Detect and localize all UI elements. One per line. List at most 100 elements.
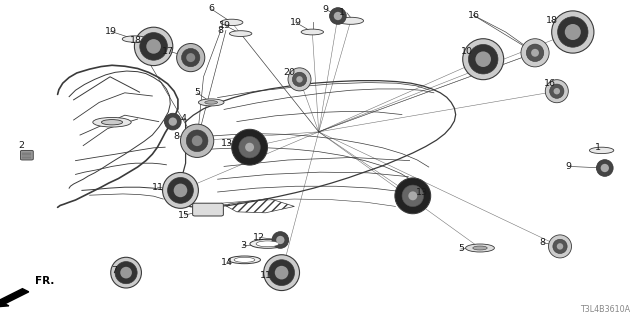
FancyBboxPatch shape — [193, 203, 223, 216]
Ellipse shape — [402, 185, 424, 207]
Ellipse shape — [186, 53, 195, 62]
Ellipse shape — [220, 19, 243, 26]
Ellipse shape — [264, 255, 300, 291]
Ellipse shape — [205, 101, 218, 104]
Ellipse shape — [163, 172, 198, 208]
Ellipse shape — [288, 68, 311, 91]
Ellipse shape — [232, 129, 268, 165]
Text: 1: 1 — [595, 143, 602, 152]
Text: 2: 2 — [19, 141, 25, 150]
Ellipse shape — [186, 130, 208, 152]
Ellipse shape — [173, 184, 188, 197]
Ellipse shape — [275, 266, 289, 279]
Ellipse shape — [239, 136, 260, 158]
Text: 19: 19 — [220, 21, 231, 30]
Text: 4: 4 — [180, 114, 186, 123]
FancyArrow shape — [0, 289, 29, 307]
Ellipse shape — [301, 29, 323, 35]
Ellipse shape — [554, 88, 560, 94]
Ellipse shape — [553, 239, 567, 253]
Ellipse shape — [338, 17, 364, 24]
Text: 7: 7 — [111, 266, 117, 275]
Text: 8: 8 — [173, 132, 180, 140]
Ellipse shape — [468, 44, 498, 74]
Ellipse shape — [111, 257, 141, 288]
Ellipse shape — [395, 178, 431, 214]
Ellipse shape — [245, 143, 254, 152]
Text: 19: 19 — [105, 27, 116, 36]
Ellipse shape — [164, 113, 181, 130]
Ellipse shape — [408, 191, 417, 200]
Text: FR.: FR. — [35, 276, 54, 286]
Text: 13: 13 — [221, 139, 233, 148]
Ellipse shape — [600, 164, 609, 172]
Text: 11: 11 — [152, 183, 163, 192]
Ellipse shape — [180, 124, 214, 157]
Ellipse shape — [101, 120, 123, 125]
Ellipse shape — [557, 243, 563, 250]
Text: 12: 12 — [253, 233, 264, 242]
Ellipse shape — [269, 260, 294, 285]
Text: 8: 8 — [540, 238, 546, 247]
Text: 14: 14 — [221, 258, 233, 267]
Text: 5: 5 — [458, 244, 464, 253]
Text: 18: 18 — [130, 36, 141, 44]
Ellipse shape — [292, 72, 307, 86]
Text: 18: 18 — [546, 16, 557, 25]
Text: 20: 20 — [284, 68, 295, 76]
Text: 13: 13 — [417, 188, 428, 197]
Ellipse shape — [526, 44, 544, 61]
Text: 17: 17 — [163, 47, 174, 56]
Ellipse shape — [182, 48, 200, 67]
Text: T3L4B3610A: T3L4B3610A — [580, 305, 630, 314]
Ellipse shape — [147, 39, 161, 54]
Ellipse shape — [531, 49, 539, 57]
Ellipse shape — [93, 117, 131, 127]
Text: 15: 15 — [179, 211, 190, 220]
Ellipse shape — [177, 44, 205, 72]
Ellipse shape — [134, 27, 173, 66]
Text: 8: 8 — [218, 26, 224, 35]
Ellipse shape — [330, 8, 346, 24]
Ellipse shape — [122, 36, 147, 42]
Ellipse shape — [276, 236, 285, 244]
Ellipse shape — [272, 232, 289, 248]
Ellipse shape — [548, 235, 572, 258]
Ellipse shape — [230, 31, 252, 36]
Text: 3: 3 — [240, 241, 246, 250]
Text: 1: 1 — [339, 8, 346, 17]
Ellipse shape — [557, 17, 588, 47]
Text: 10: 10 — [461, 47, 473, 56]
Text: 16: 16 — [468, 11, 479, 20]
Text: 9: 9 — [565, 162, 572, 171]
Ellipse shape — [476, 52, 491, 67]
Text: 5: 5 — [194, 88, 200, 97]
Text: 11: 11 — [260, 271, 271, 280]
Text: 6: 6 — [208, 4, 214, 13]
Ellipse shape — [552, 11, 594, 53]
Ellipse shape — [192, 135, 202, 146]
Ellipse shape — [521, 39, 549, 67]
Ellipse shape — [168, 178, 193, 203]
Text: 9: 9 — [322, 5, 328, 14]
Ellipse shape — [228, 256, 260, 264]
Ellipse shape — [296, 76, 303, 83]
Ellipse shape — [115, 261, 137, 284]
Ellipse shape — [234, 257, 255, 262]
Ellipse shape — [589, 147, 614, 154]
FancyBboxPatch shape — [20, 150, 33, 160]
Ellipse shape — [545, 80, 568, 103]
Ellipse shape — [463, 39, 504, 80]
Ellipse shape — [169, 117, 177, 126]
Ellipse shape — [596, 160, 613, 176]
Ellipse shape — [466, 244, 495, 252]
Text: 19: 19 — [290, 18, 301, 27]
Ellipse shape — [564, 24, 581, 40]
Text: 16: 16 — [545, 79, 556, 88]
Ellipse shape — [120, 267, 132, 278]
Ellipse shape — [256, 241, 279, 247]
Ellipse shape — [334, 12, 342, 20]
Ellipse shape — [198, 99, 224, 106]
Ellipse shape — [140, 33, 168, 60]
Ellipse shape — [550, 84, 564, 98]
